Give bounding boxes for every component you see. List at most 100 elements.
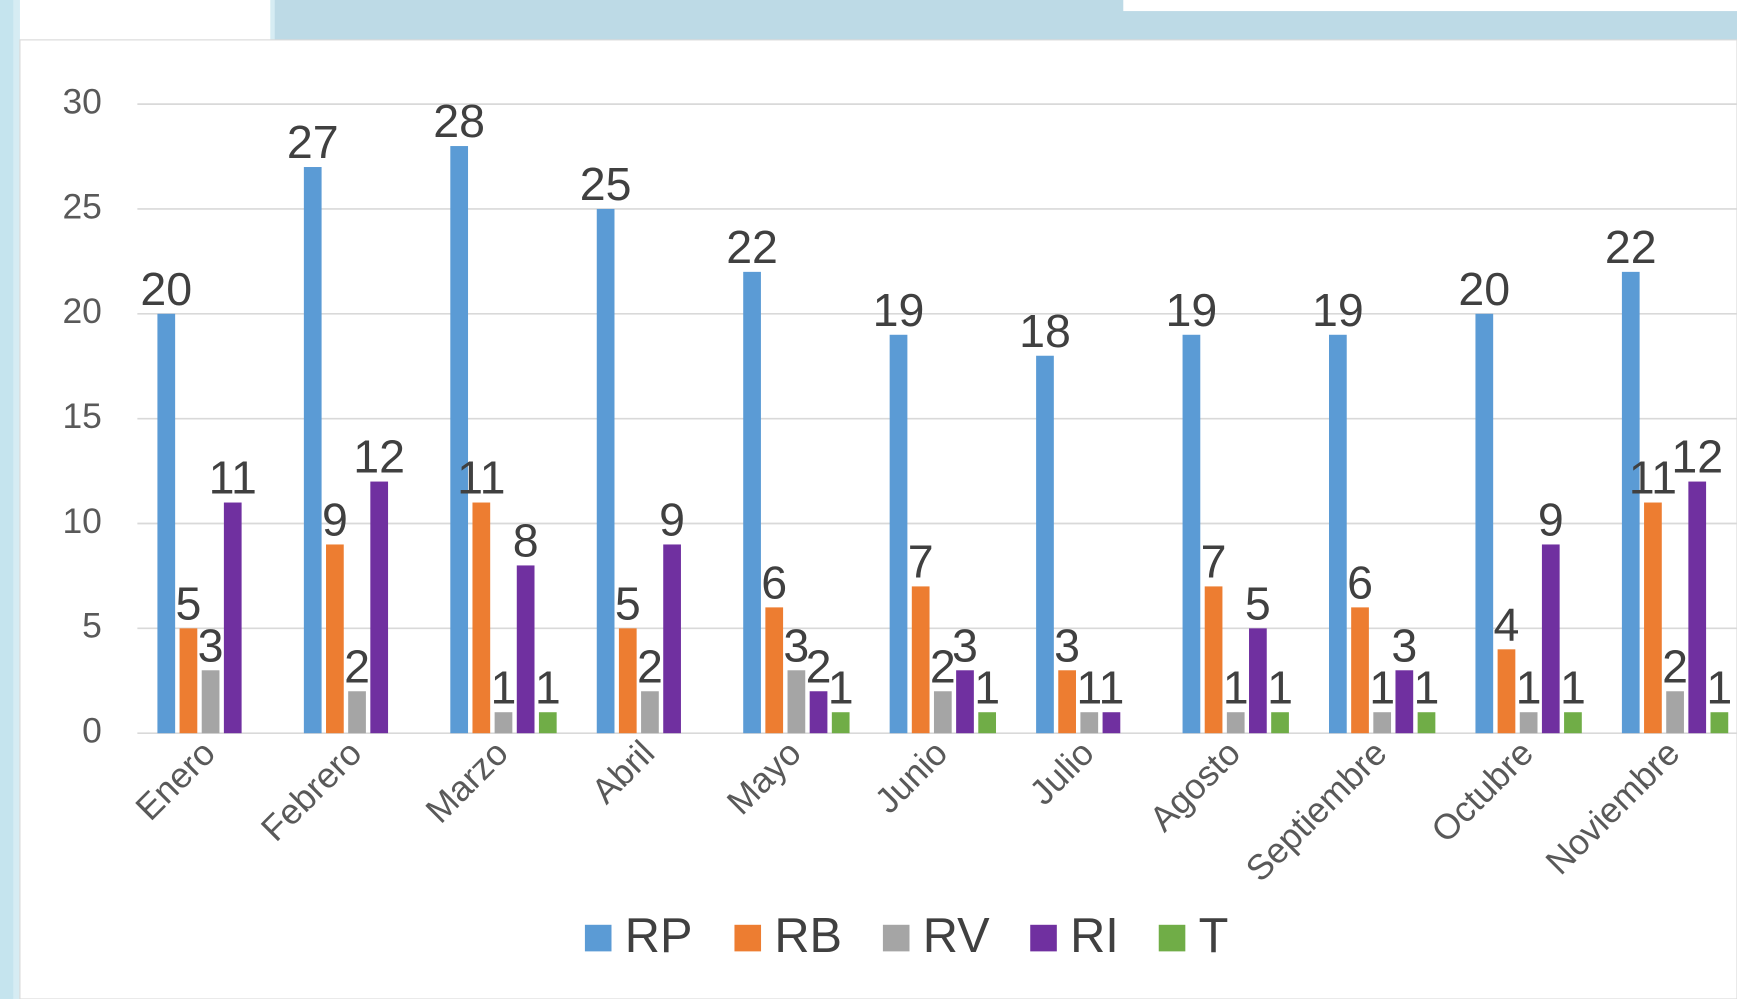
bar bbox=[201, 670, 220, 734]
bar bbox=[1541, 544, 1560, 734]
top-strip-light bbox=[19, 0, 271, 40]
data-label: 2 bbox=[637, 640, 663, 692]
bar bbox=[1497, 649, 1516, 734]
bar bbox=[1519, 712, 1538, 734]
data-label: 9 bbox=[322, 494, 348, 546]
bar bbox=[1226, 712, 1245, 734]
bar bbox=[1710, 712, 1729, 734]
bar bbox=[538, 712, 557, 734]
data-label: 25 bbox=[580, 158, 632, 210]
y-tick-label: 15 bbox=[62, 396, 101, 436]
bar bbox=[1475, 313, 1494, 734]
data-label: 1 bbox=[1267, 661, 1293, 713]
data-label: 1 bbox=[1414, 661, 1440, 713]
legend-swatch bbox=[734, 924, 762, 952]
bar bbox=[596, 208, 615, 734]
y-tick-label: 0 bbox=[82, 711, 102, 751]
bar bbox=[663, 544, 681, 734]
bar bbox=[618, 628, 637, 734]
data-label: 1 bbox=[828, 661, 854, 713]
data-label: 4 bbox=[1494, 598, 1520, 650]
bar bbox=[1666, 691, 1684, 734]
bar bbox=[516, 565, 535, 734]
bar bbox=[1249, 628, 1267, 734]
data-label: 9 bbox=[1538, 494, 1564, 546]
y-tick-label: 5 bbox=[82, 606, 102, 646]
legend-label: T bbox=[1199, 909, 1229, 963]
legend-label: RB bbox=[774, 909, 842, 963]
bar bbox=[1080, 712, 1099, 734]
bar bbox=[179, 628, 198, 734]
data-label: 6 bbox=[761, 557, 787, 609]
data-label: 1 bbox=[491, 661, 517, 713]
bar bbox=[1102, 712, 1121, 734]
data-label: 18 bbox=[1019, 305, 1071, 357]
data-label: 2 bbox=[344, 640, 370, 692]
data-label: 7 bbox=[908, 536, 934, 588]
y-tick-label: 30 bbox=[62, 81, 101, 121]
bar bbox=[956, 670, 974, 734]
data-label: 12 bbox=[353, 431, 405, 483]
bar bbox=[472, 502, 491, 734]
data-label: 28 bbox=[433, 95, 485, 147]
data-label: 3 bbox=[198, 619, 224, 671]
bar bbox=[765, 607, 784, 734]
data-label: 1 bbox=[1098, 661, 1124, 713]
data-label: 12 bbox=[1671, 431, 1723, 483]
data-label: 11 bbox=[1629, 452, 1677, 504]
legend-swatch bbox=[1158, 924, 1186, 952]
data-label: 1 bbox=[1516, 661, 1542, 713]
bar bbox=[831, 712, 850, 734]
bar bbox=[809, 691, 828, 734]
legend-swatch bbox=[882, 924, 910, 952]
bar bbox=[1688, 481, 1707, 734]
bar bbox=[1058, 670, 1076, 734]
left-border bbox=[0, 0, 14, 999]
bar bbox=[933, 691, 952, 734]
data-label: 3 bbox=[1054, 619, 1080, 671]
data-label: 11 bbox=[457, 452, 505, 504]
data-label: 1 bbox=[1369, 661, 1395, 713]
bar bbox=[1564, 712, 1582, 734]
data-label: 20 bbox=[140, 263, 192, 315]
bar bbox=[326, 544, 344, 734]
data-label: 8 bbox=[513, 515, 539, 567]
bar bbox=[348, 691, 366, 734]
data-label: 1 bbox=[535, 661, 561, 713]
data-label: 1 bbox=[1560, 661, 1586, 713]
data-label: 11 bbox=[209, 452, 257, 504]
bar bbox=[743, 271, 761, 734]
bar bbox=[1644, 502, 1662, 734]
bar bbox=[303, 167, 322, 734]
data-label: 1 bbox=[1076, 661, 1102, 713]
legend-label: RV bbox=[923, 909, 990, 963]
bar bbox=[223, 502, 242, 734]
legend-swatch bbox=[584, 924, 612, 952]
data-label: 2 bbox=[930, 640, 956, 692]
data-label: 19 bbox=[1312, 284, 1364, 336]
data-label: 3 bbox=[1391, 619, 1417, 671]
bar bbox=[1395, 670, 1414, 734]
bar bbox=[1351, 607, 1369, 734]
data-label: 20 bbox=[1458, 263, 1510, 315]
data-label: 1 bbox=[1223, 661, 1249, 713]
data-label: 2 bbox=[1662, 640, 1688, 692]
data-label: 5 bbox=[615, 577, 641, 629]
bar bbox=[370, 481, 389, 734]
y-tick-label: 20 bbox=[62, 291, 101, 331]
data-label: 3 bbox=[783, 619, 809, 671]
bar bbox=[978, 712, 997, 734]
bar bbox=[1373, 712, 1392, 734]
bar bbox=[1182, 334, 1201, 734]
bar bbox=[1621, 271, 1640, 734]
y-tick-label: 25 bbox=[62, 186, 101, 226]
data-label: 1 bbox=[1706, 661, 1732, 713]
bar bbox=[494, 712, 513, 734]
data-label: 27 bbox=[287, 116, 339, 168]
bar bbox=[911, 586, 930, 734]
bar bbox=[641, 691, 659, 734]
data-label: 3 bbox=[952, 619, 978, 671]
bar bbox=[787, 670, 806, 734]
legend-label: RI bbox=[1070, 909, 1119, 963]
